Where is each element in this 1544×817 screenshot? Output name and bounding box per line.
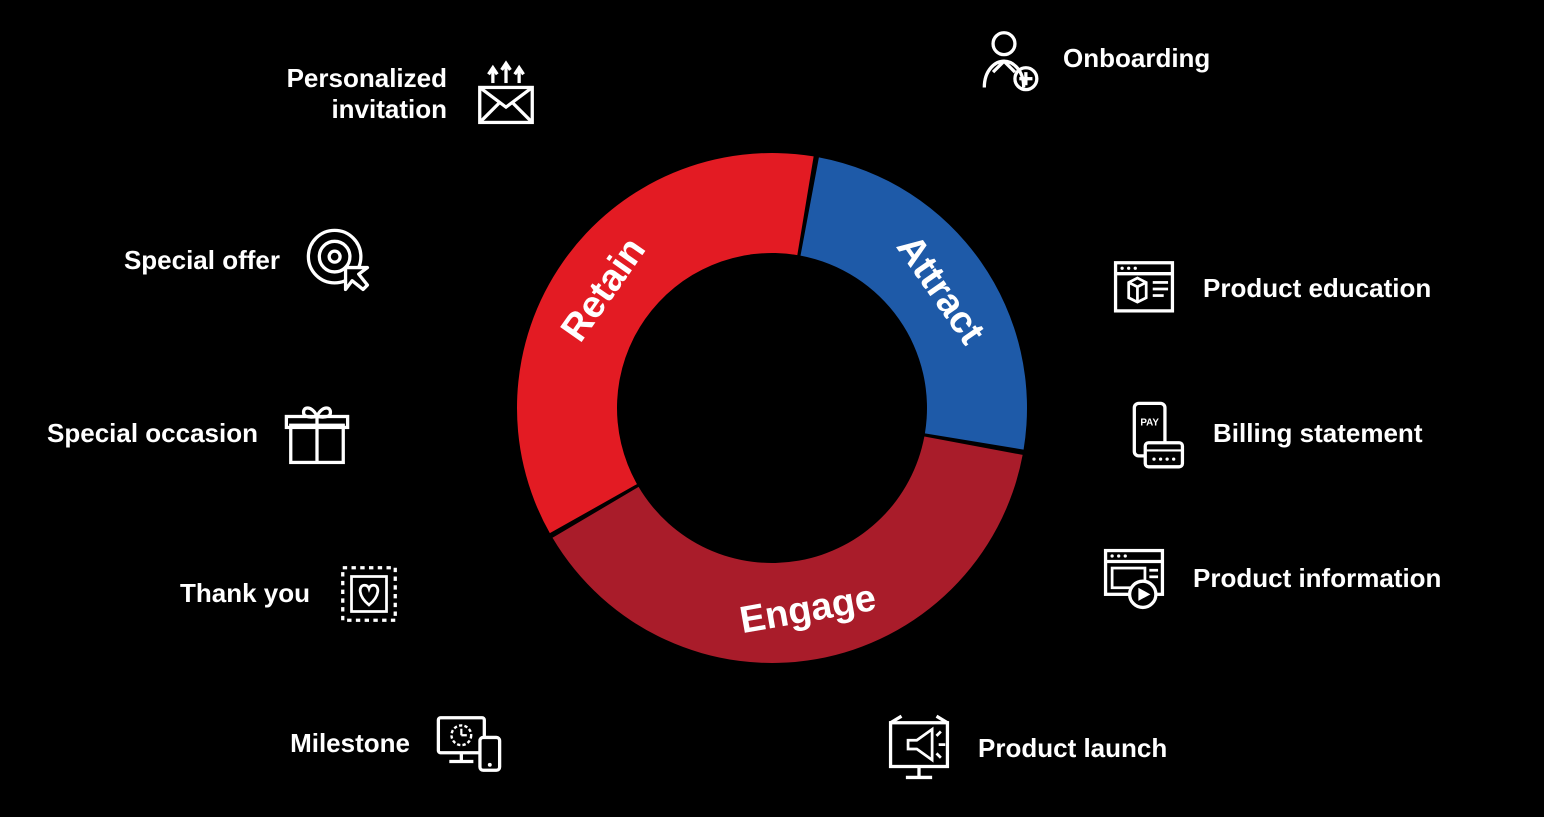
lifecycle-item: Special occasion (47, 395, 356, 473)
target-cursor-icon (300, 222, 378, 300)
pay-phone-icon (1115, 395, 1193, 473)
item-label: Billing statement (1213, 418, 1422, 449)
infographic-stage: Attract Engage Retain OnboardingProduct … (0, 0, 1544, 817)
donut-segment-retain (517, 153, 814, 533)
lifecycle-item: Milestone (290, 705, 508, 783)
lifecycle-item: Special offer (124, 222, 378, 300)
play-window-icon (1095, 540, 1173, 618)
lifecycle-item: Personalizedinvitation (287, 55, 545, 133)
item-label: Special offer (124, 245, 280, 276)
gift-icon (278, 395, 356, 473)
item-label: Product launch (978, 733, 1167, 764)
lifecycle-item: Billing statement (1115, 395, 1422, 473)
megaphone-icon (880, 710, 958, 788)
item-label: Product information (1193, 563, 1441, 594)
item-label: Onboarding (1063, 43, 1210, 74)
item-label: Product education (1203, 273, 1431, 304)
item-label: Milestone (290, 728, 410, 759)
donut-segment-attract (801, 157, 1027, 449)
item-label: Special occasion (47, 418, 258, 449)
box-lines-icon (1105, 250, 1183, 328)
item-label: Thank you (180, 578, 310, 609)
lifecycle-item: Onboarding (965, 20, 1210, 98)
lifecycle-item: Product information (1095, 540, 1441, 618)
item-label: Personalizedinvitation (287, 63, 447, 125)
lifecycle-item: Product education (1105, 250, 1431, 328)
heart-stamp-icon (330, 555, 408, 633)
lifecycle-item: Thank you (180, 555, 408, 633)
monitor-clock-icon (430, 705, 508, 783)
envelope-up-icon (467, 55, 545, 133)
user-plus-icon (965, 20, 1043, 98)
lifecycle-item: Product launch (880, 710, 1167, 788)
